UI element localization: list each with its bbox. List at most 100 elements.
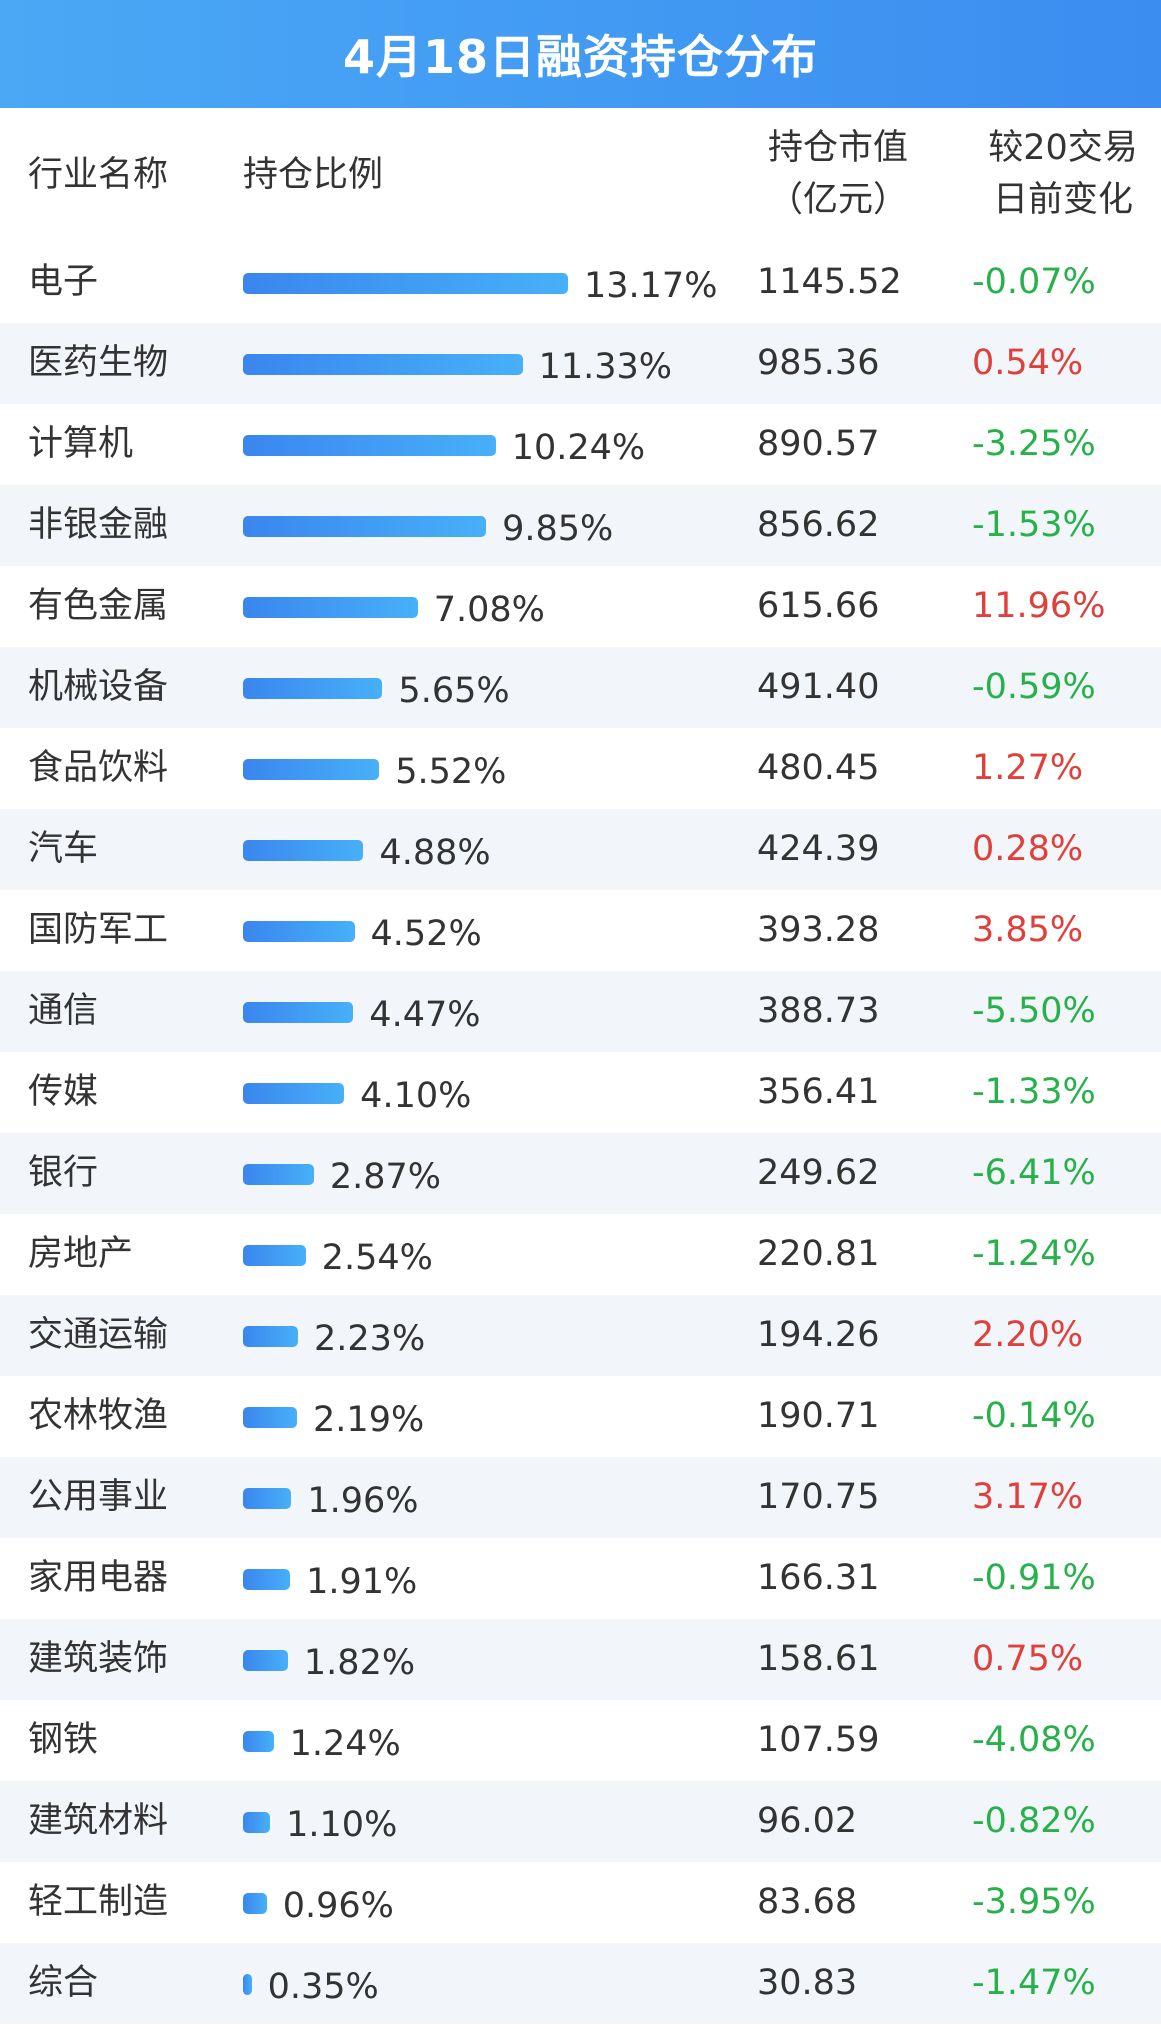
change-value: -0.82% <box>972 1801 1096 1841</box>
change-value: -6.41% <box>972 1153 1096 1193</box>
ratio-label: 1.10% <box>286 1805 398 1845</box>
ratio-label: 4.52% <box>370 914 482 954</box>
ratio-label: 2.54% <box>321 1238 433 1278</box>
industry-name: 家用电器 <box>28 1558 169 1598</box>
ratio-bar <box>243 759 380 780</box>
table-row: 建筑装饰 1.82% 158.61 0.75% <box>0 1619 1161 1700</box>
industry-name: 传媒 <box>28 1072 99 1112</box>
change-value: -1.53% <box>972 505 1096 545</box>
table-row: 银行 2.87% 249.62 -6.41% <box>0 1133 1161 1214</box>
table-row: 电子 13.17% 1145.52 -0.07% <box>0 242 1161 323</box>
ratio-bar <box>243 678 383 699</box>
header-change: 较20交易 日前变化 <box>968 122 1158 226</box>
ratio-label: 5.52% <box>395 752 507 792</box>
ratio-label: 13.17% <box>584 266 718 306</box>
market-value: 388.73 <box>757 991 880 1031</box>
table-row: 机械设备 5.65% 491.40 -0.59% <box>0 647 1161 728</box>
change-value: -3.95% <box>972 1882 1096 1922</box>
ratio-bar <box>243 516 487 537</box>
market-value: 356.41 <box>757 1072 880 1112</box>
ratio-label: 4.88% <box>379 833 491 873</box>
change-value: 11.96% <box>972 586 1106 626</box>
ratio-bar <box>243 1569 291 1590</box>
change-value: -3.25% <box>972 424 1096 464</box>
market-value: 170.75 <box>757 1477 880 1517</box>
change-value: 2.20% <box>972 1315 1084 1355</box>
ratio-label: 7.08% <box>433 590 545 630</box>
table-row: 综合 0.35% 30.83 -1.47% <box>0 1943 1161 2024</box>
change-value: -1.33% <box>972 1072 1096 1112</box>
table-row: 传媒 4.10% 356.41 -1.33% <box>0 1052 1161 1133</box>
change-value: 1.27% <box>972 748 1084 788</box>
market-value: 985.36 <box>757 343 880 383</box>
industry-name: 综合 <box>28 1963 99 2003</box>
ratio-label: 1.96% <box>307 1481 419 1521</box>
table-row: 国防军工 4.52% 393.28 3.85% <box>0 890 1161 971</box>
ratio-label: 2.87% <box>329 1157 441 1197</box>
industry-name: 公用事业 <box>28 1477 169 1517</box>
ratio-bar <box>243 1407 298 1428</box>
market-value: 30.83 <box>757 1963 858 2003</box>
table-row: 医药生物 11.33% 985.36 0.54% <box>0 323 1161 404</box>
industry-name: 房地产 <box>28 1234 134 1274</box>
change-value: -1.47% <box>972 1963 1096 2003</box>
market-value: 615.66 <box>757 586 880 626</box>
ratio-bar <box>243 597 418 618</box>
market-value: 107.59 <box>757 1720 880 1760</box>
market-value: 1145.52 <box>757 262 902 302</box>
market-value: 480.45 <box>757 748 880 788</box>
header-market-value: 持仓市值 （亿元） <box>753 122 923 226</box>
table-row: 轻工制造 0.96% 83.68 -3.95% <box>0 1862 1161 1943</box>
ratio-bar <box>243 354 523 375</box>
industry-name: 轻工制造 <box>28 1882 169 1922</box>
table-row: 汽车 4.88% 424.39 0.28% <box>0 809 1161 890</box>
table-row: 公用事业 1.96% 170.75 3.17% <box>0 1457 1161 1538</box>
market-value: 393.28 <box>757 910 880 950</box>
industry-name: 建筑材料 <box>28 1801 169 1841</box>
market-value: 190.71 <box>757 1396 880 1436</box>
ratio-bar <box>243 1083 345 1104</box>
industry-name: 机械设备 <box>28 667 169 707</box>
industry-name: 交通运输 <box>28 1315 169 1355</box>
industry-name: 国防军工 <box>28 910 169 950</box>
industry-name: 医药生物 <box>28 343 169 383</box>
table-row: 房地产 2.54% 220.81 -1.24% <box>0 1214 1161 1295</box>
ratio-bar <box>243 1650 288 1671</box>
ratio-bar <box>243 1002 354 1023</box>
table-row: 家用电器 1.91% 166.31 -0.91% <box>0 1538 1161 1619</box>
ratio-label: 1.91% <box>306 1562 418 1602</box>
ratio-label: 0.35% <box>267 1967 379 2007</box>
ratio-label: 1.82% <box>303 1643 416 1683</box>
table-row: 建筑材料 1.10% 96.02 -0.82% <box>0 1781 1161 1862</box>
market-value: 83.68 <box>757 1882 858 1922</box>
change-value: 0.75% <box>972 1639 1084 1679</box>
change-value: -0.91% <box>972 1558 1096 1598</box>
header-industry-name: 行业名称 <box>28 155 169 195</box>
ratio-label: 4.47% <box>369 995 481 1035</box>
industry-name: 农林牧渔 <box>28 1396 169 1436</box>
industry-name: 银行 <box>28 1153 99 1193</box>
header-change-line1: 较20交易 <box>988 128 1138 168</box>
market-value: 491.40 <box>757 667 880 707</box>
change-value: -1.24% <box>972 1234 1096 1274</box>
ratio-bar <box>243 273 568 294</box>
table-row: 通信 4.47% 388.73 -5.50% <box>0 971 1161 1052</box>
industry-name: 有色金属 <box>28 586 169 626</box>
table-row: 计算机 10.24% 890.57 -3.25% <box>0 404 1161 485</box>
change-value: -0.14% <box>972 1396 1096 1436</box>
change-value: -0.07% <box>972 262 1096 302</box>
market-value: 249.62 <box>757 1153 880 1193</box>
market-value: 96.02 <box>757 1801 858 1841</box>
ratio-bar <box>243 435 496 456</box>
change-value: -0.59% <box>972 667 1096 707</box>
header-change-line2: 日前变化 <box>992 180 1133 220</box>
industry-name: 非银金融 <box>28 505 169 545</box>
ratio-label: 4.10% <box>360 1076 472 1116</box>
market-value: 220.81 <box>757 1234 880 1274</box>
ratio-bar <box>243 1812 271 1833</box>
change-value: 3.85% <box>972 910 1084 950</box>
market-value: 158.61 <box>757 1639 880 1679</box>
header-market-value-line1: 持仓市值 <box>767 128 908 168</box>
chart-title: 4月18日融资持仓分布 <box>342 30 819 84</box>
market-value: 890.57 <box>757 424 880 464</box>
